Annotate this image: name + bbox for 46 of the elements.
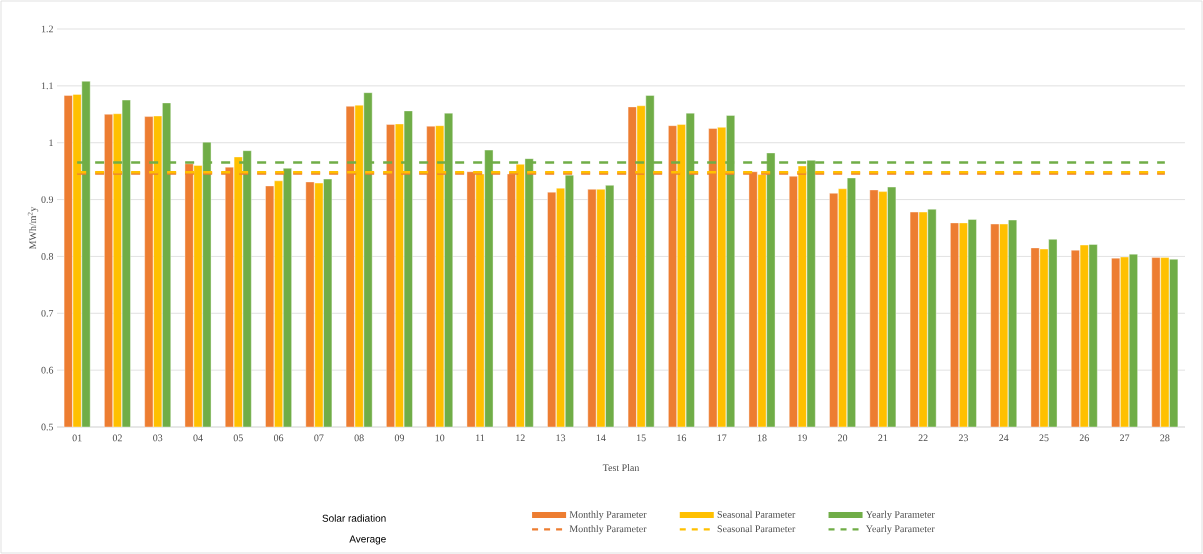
x-tick-label: 21 bbox=[878, 434, 888, 442]
x-tick-label: 16 bbox=[677, 434, 687, 442]
y-axis-title: MWh/m$^{2}$y bbox=[27, 206, 39, 250]
x-tick-label: 02 bbox=[112, 434, 122, 442]
x-tick-label: 27 bbox=[1120, 434, 1130, 442]
x-tick-label: 14 bbox=[596, 434, 606, 442]
y-tick-label: 0.5 bbox=[41, 423, 54, 431]
x-tick-label: 13 bbox=[556, 434, 566, 442]
x-tick-label: 28 bbox=[1160, 434, 1170, 442]
x-tick-label: 09 bbox=[394, 434, 404, 442]
x-tick-label: 10 bbox=[435, 434, 445, 442]
x-tick-label: 18 bbox=[757, 434, 767, 442]
x-tick-label: 11 bbox=[476, 434, 485, 442]
legend-label: Yearly Parameter bbox=[865, 525, 935, 535]
legend-label: Seasonal Parameter bbox=[717, 510, 796, 518]
legend-label: Monthly Parameter bbox=[569, 510, 647, 520]
x-tick-label: 24 bbox=[999, 434, 1009, 442]
x-tick-label: 04 bbox=[193, 434, 203, 442]
x-tick-label: 20 bbox=[838, 434, 848, 442]
y-tick-label: 0.6 bbox=[41, 366, 54, 374]
text: Average bbox=[349, 535, 386, 545]
legend-label: Seasonal Parameter bbox=[717, 525, 796, 533]
x-tick-label: 01 bbox=[72, 434, 82, 442]
x-tick-label: 26 bbox=[1079, 434, 1089, 442]
legend-label: Monthly Parameter bbox=[569, 525, 647, 535]
x-tick-label: 17 bbox=[717, 434, 727, 442]
x-tick-label: 08 bbox=[354, 434, 364, 442]
legend-label: Yearly Parameter bbox=[865, 510, 935, 520]
x-tick-label: 12 bbox=[516, 434, 525, 442]
text: Solar radiation bbox=[322, 514, 386, 522]
x-tick-label: 19 bbox=[798, 434, 807, 442]
x-tick-label: 03 bbox=[153, 434, 163, 442]
y-tick-label: 1.1 bbox=[41, 82, 53, 90]
x-tick-label: 06 bbox=[273, 434, 284, 442]
y-tick-label: 1 bbox=[49, 139, 53, 146]
x-tick-label: 23 bbox=[958, 434, 969, 442]
x-tick-label: 07 bbox=[314, 434, 324, 442]
y-tick-label: 0.8 bbox=[41, 253, 54, 260]
y-tick-label: 0.7 bbox=[41, 309, 54, 317]
x-tick-label: 25 bbox=[1039, 434, 1049, 442]
y-tick-label: 0.9 bbox=[41, 196, 54, 203]
x-axis-title: Test Plan bbox=[602, 464, 640, 472]
x-tick-label: 15 bbox=[637, 434, 646, 442]
x-tick-label: 22 bbox=[918, 434, 928, 442]
y-tick-label: 1.2 bbox=[41, 25, 53, 33]
x-tick-label: 05 bbox=[233, 434, 243, 442]
